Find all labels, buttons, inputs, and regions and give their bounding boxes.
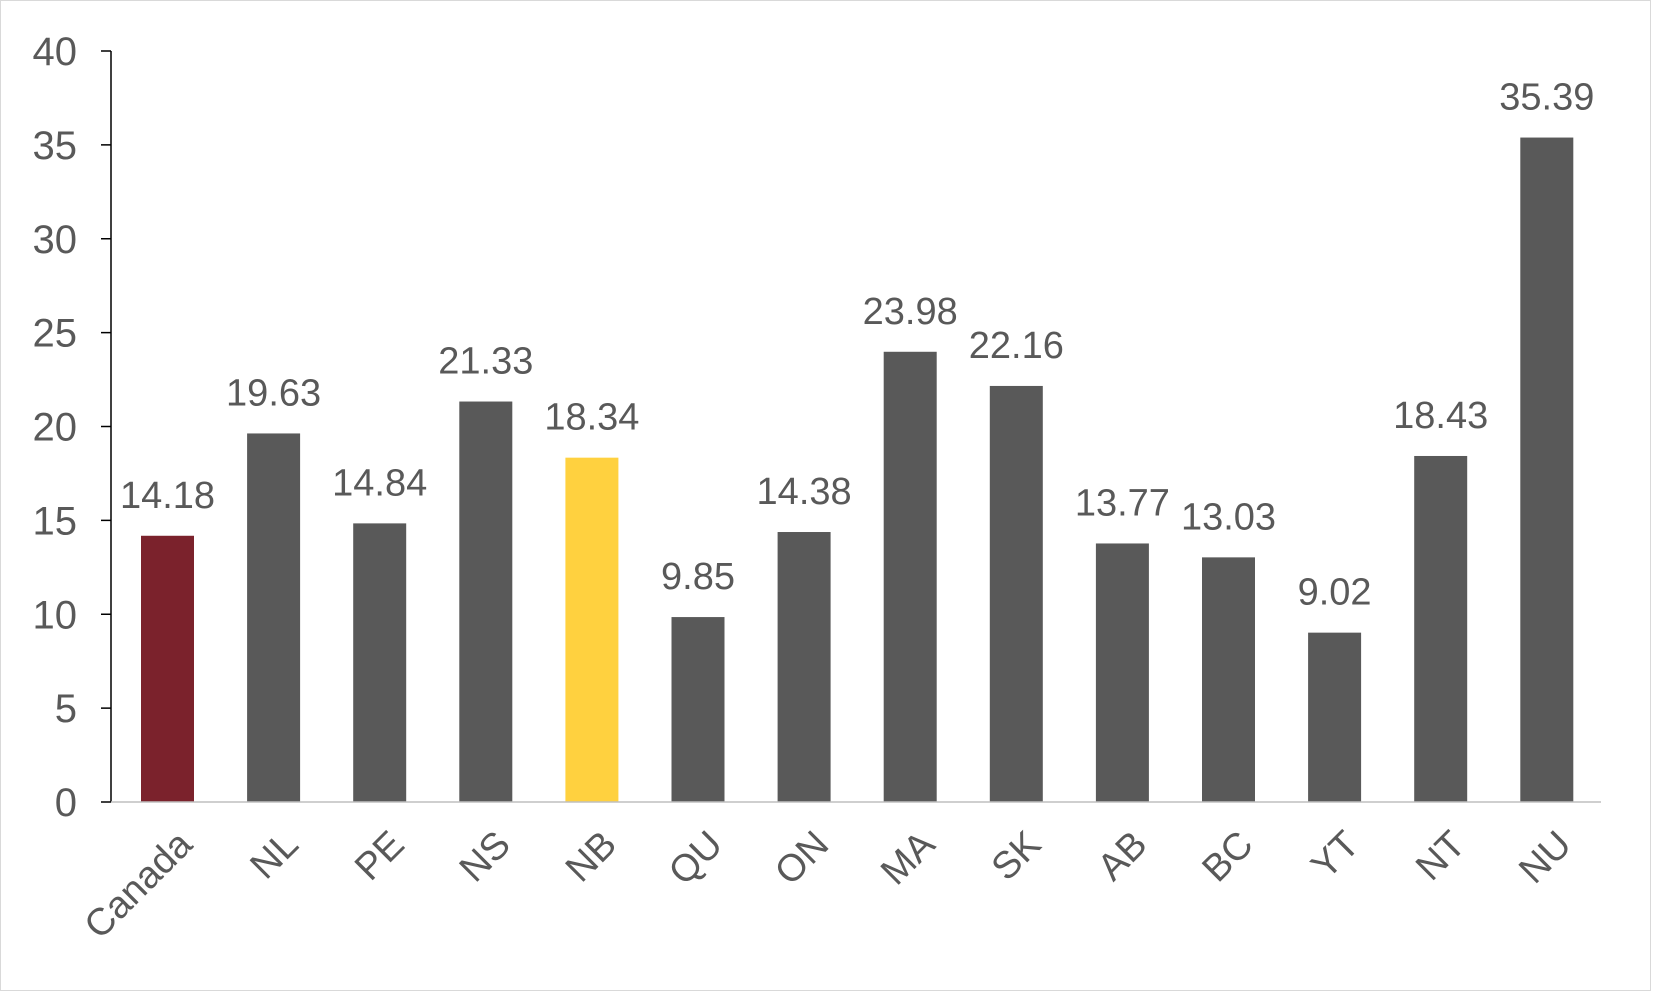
category-label-bc: BC: [1195, 823, 1262, 890]
bar-yt: [1308, 632, 1362, 802]
category-label-yt: YT: [1304, 823, 1368, 887]
category-label-nt: NT: [1408, 823, 1474, 889]
y-tick-label: 40: [33, 30, 78, 74]
bar-nb: [565, 457, 619, 802]
data-label-on: 14.38: [757, 471, 852, 513]
bar-nu: [1520, 137, 1574, 803]
bar-canada: [141, 535, 194, 802]
bar-nt: [1414, 455, 1468, 802]
data-label-nt: 18.43: [1393, 395, 1488, 437]
data-label-qu: 9.85: [661, 556, 735, 598]
category-label-canada: Canada: [77, 823, 201, 947]
bar-on: [777, 532, 831, 802]
y-tick-label: 5: [55, 687, 77, 731]
data-label-ma: 23.98: [863, 291, 958, 333]
category-label-ns: NS: [452, 823, 519, 890]
bar-sk: [989, 385, 1043, 802]
data-label-nb: 18.34: [544, 397, 639, 439]
y-tick-label: 30: [33, 218, 78, 262]
category-label-nu: NU: [1511, 823, 1580, 892]
x-axis: Canada NL PE NS NB QU ON MA SK AB BC YT NT NU: [77, 801, 1601, 947]
data-label-yt: 9.02: [1298, 572, 1372, 614]
y-tick-label: 10: [33, 593, 78, 637]
category-label-nb: NB: [558, 823, 625, 890]
bars: [141, 137, 1574, 803]
category-label-nl: NL: [243, 823, 307, 887]
y-tick-label: 0: [55, 781, 77, 825]
data-label-bc: 13.03: [1181, 496, 1276, 538]
data-label-sk: 22.16: [969, 325, 1064, 367]
y-tick-label: 15: [33, 499, 78, 543]
data-label-canada: 14.18: [120, 475, 215, 517]
data-label-ns: 21.33: [438, 341, 533, 383]
bar-qu: [671, 617, 725, 802]
data-labels: 14.18 19.63 14.84 21.33 18.34 9.85 14.38 23.98 2…: [120, 77, 1594, 614]
data-label-nu: 35.39: [1499, 77, 1594, 119]
bar-ab: [1095, 543, 1149, 802]
category-label-ma: MA: [873, 823, 943, 893]
bar-ns: [459, 401, 513, 802]
category-label-on: ON: [767, 823, 837, 893]
bar-bc: [1202, 557, 1255, 802]
data-label-pe: 14.84: [332, 462, 427, 504]
bar-pe: [353, 523, 407, 802]
category-label-sk: SK: [984, 823, 1050, 889]
y-tick-label: 35: [33, 124, 78, 168]
category-label-ab: AB: [1090, 823, 1156, 889]
bar-nl: [247, 433, 301, 802]
y-tick-label: 20: [33, 406, 78, 450]
bar-ma: [883, 351, 937, 802]
y-tick-label: 25: [33, 312, 78, 356]
category-label-pe: PE: [347, 823, 413, 889]
data-label-ab: 13.77: [1075, 482, 1170, 524]
category-label-qu: QU: [661, 823, 731, 893]
y-axis: 0 5 10 15 20 25 30 35 40: [33, 30, 112, 825]
data-label-nl: 19.63: [226, 372, 321, 414]
